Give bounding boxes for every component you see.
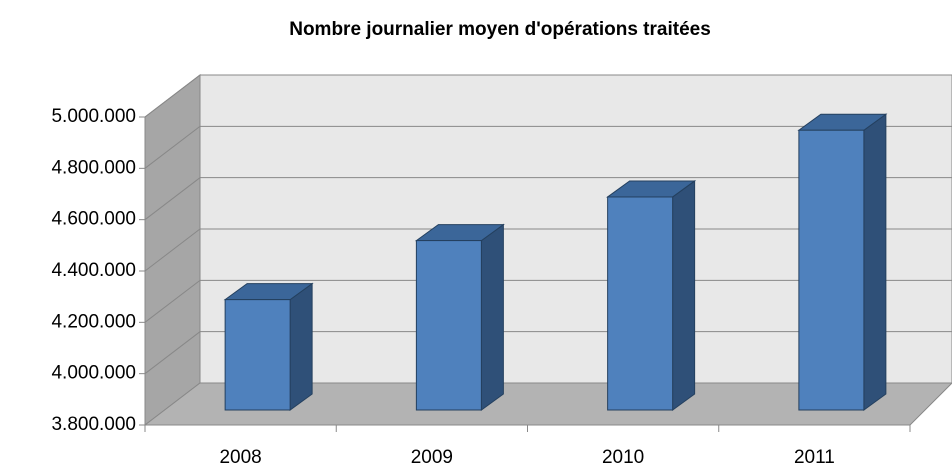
bar-side [480,223,504,411]
bar [607,196,674,411]
bar [224,299,291,411]
x-tick-label: 2008 [219,447,261,468]
grid-line [144,177,952,221]
y-tick-label: 4.400.000 [51,260,136,281]
y-tick-label: 5.000.000 [51,106,136,127]
grid-line [144,331,952,375]
y-tick-label: 3.800.000 [51,414,136,435]
grid-line [144,228,952,272]
floor [143,382,952,426]
grid-line [144,125,952,169]
bar [798,129,865,411]
x-tick-label: 2011 [794,447,835,468]
y-tick-label: 4.000.000 [51,363,136,384]
y-tick-label: 4.200.000 [51,311,136,332]
bar [415,240,482,411]
y-tick-label: 4.600.000 [51,209,136,230]
chart-title: Nombre journalier moyen d'opérations tra… [289,19,711,40]
x-tick-label: 2009 [411,447,453,468]
bar-side [863,113,887,411]
grid-line [144,279,952,323]
bar-side [289,282,313,411]
grid-line [144,74,952,118]
y-tick-label: 4.800.000 [51,157,136,178]
x-tick-label: 2010 [602,447,644,468]
bar-side [672,179,696,411]
